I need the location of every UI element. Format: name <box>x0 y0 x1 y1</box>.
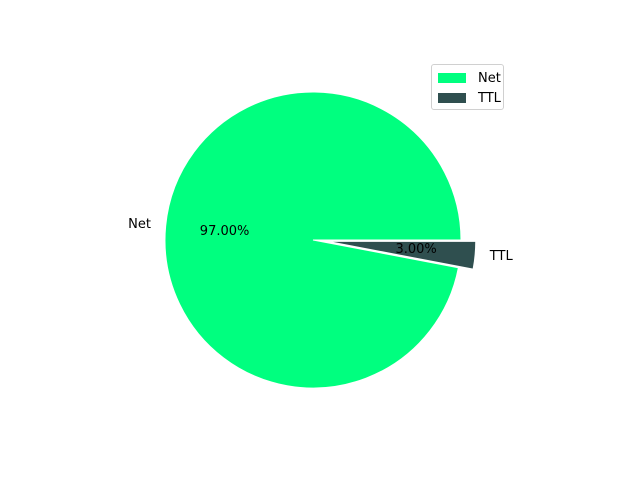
legend-label-ttl: TTL <box>478 90 501 106</box>
legend-item-net: Net <box>438 68 503 88</box>
legend-swatch-ttl <box>438 93 466 103</box>
slice-label-ttl: TTL <box>489 249 514 264</box>
legend-swatch-net <box>438 73 466 83</box>
slice-label-net: Net <box>128 217 151 232</box>
pie-slice-net <box>164 91 462 389</box>
legend-label-net: Net <box>478 70 501 86</box>
pie-slice-ttl <box>327 240 477 270</box>
slice-percent-ttl: 3.00% <box>395 242 436 257</box>
legend: Net TTL <box>431 64 504 110</box>
legend-item-ttl: TTL <box>438 88 503 108</box>
slice-percent-net: 97.00% <box>200 224 250 239</box>
